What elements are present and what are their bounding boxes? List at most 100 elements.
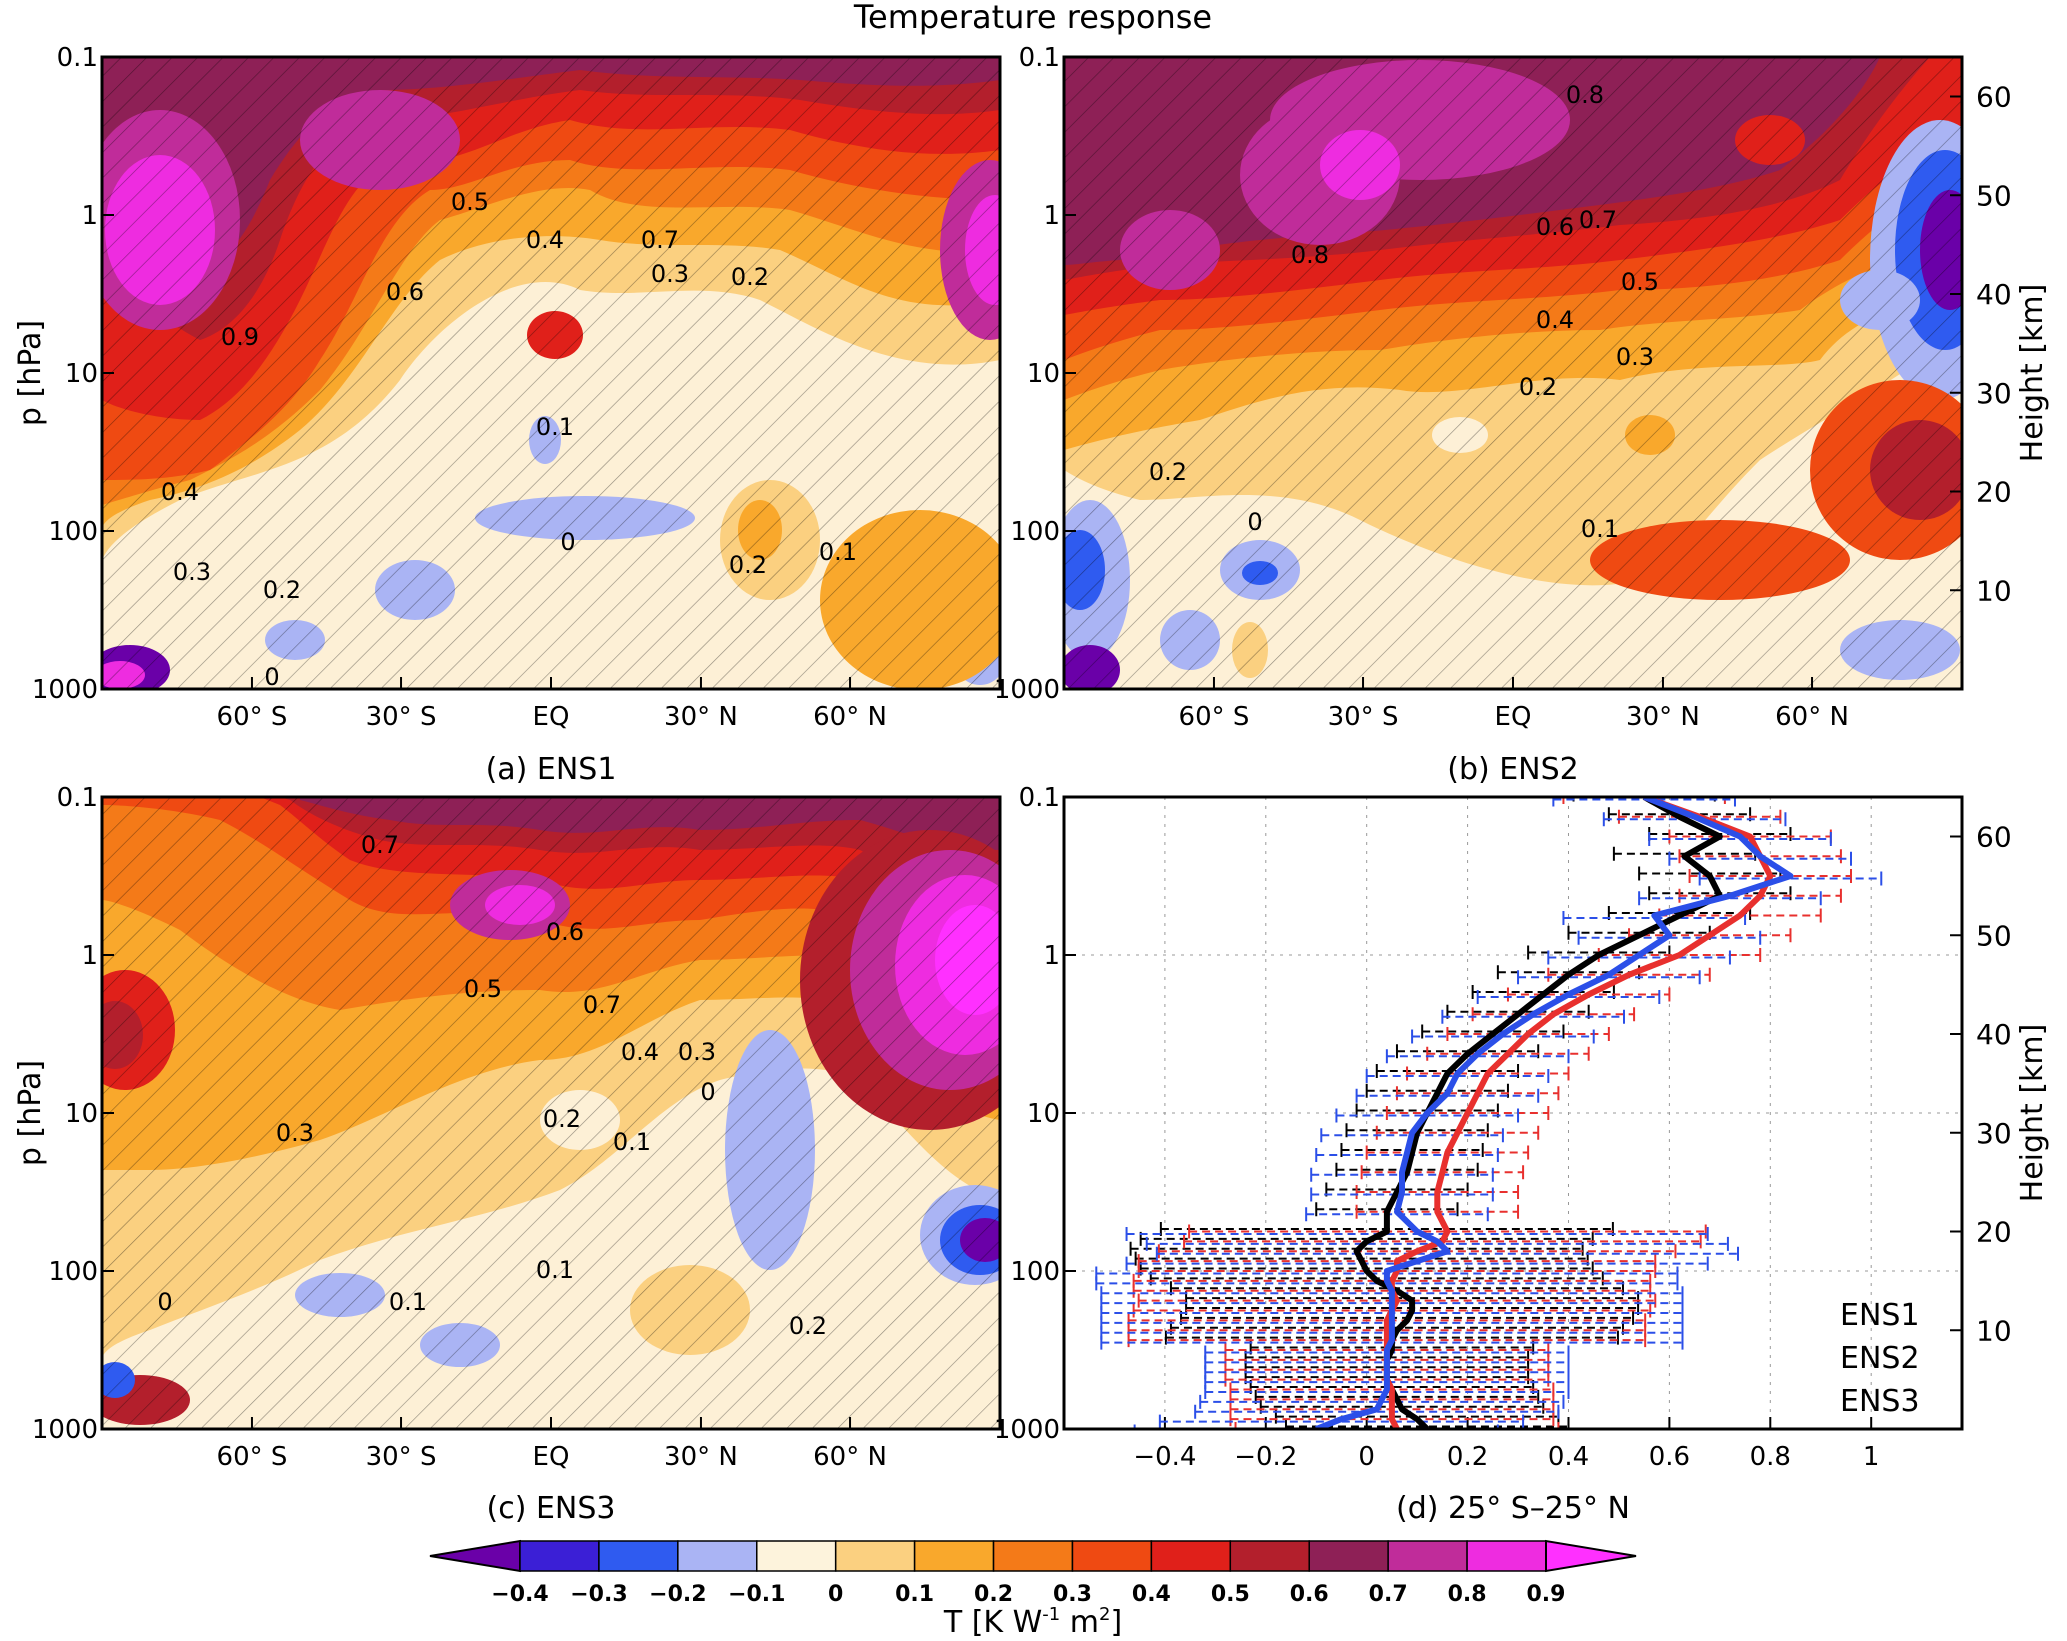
p-tick-label: 1000 [32, 1415, 98, 1445]
height-tick-label: 60 [1976, 81, 2012, 114]
contour-label: 0.1 [536, 413, 574, 441]
contour-label: 0.2 [1519, 373, 1557, 401]
p-tick-label: 1000 [32, 675, 98, 705]
colorbar-tick-label: 0.6 [1290, 1582, 1329, 1607]
colorbar-tick-label: 0.9 [1527, 1582, 1566, 1607]
x-tick-label: 0.8 [1750, 1442, 1791, 1472]
colorbar-label: T [K W-1 m2] [943, 1604, 1122, 1640]
p-tick-label: 10 [65, 359, 98, 389]
contour-label: 0 [1247, 508, 1262, 536]
p-tick-label: 100 [48, 517, 98, 547]
colorbar-segment [1071, 1540, 1153, 1572]
colorbar-segment [992, 1540, 1074, 1572]
contour-label: 0.2 [729, 551, 767, 579]
p-axis-label: p [hPa] [13, 1060, 48, 1166]
colorbar-segment [1150, 1540, 1232, 1572]
lat-tick-label: 60° S [1179, 702, 1250, 732]
contour-label: 0.9 [221, 323, 259, 351]
colorbar-segment [1308, 1540, 1389, 1572]
colorbar-segment [519, 1540, 600, 1572]
colorbar-segment [913, 1540, 995, 1572]
panel-a-caption: (a) ENS1 [486, 752, 617, 787]
contour-label: 0.4 [526, 226, 564, 254]
p-tick-label: 10 [1027, 1099, 1060, 1129]
series-line-ens3 [1315, 797, 1794, 1429]
panel-d-caption: (d) 25° S–25° N [1396, 1491, 1630, 1526]
lat-tick-label: 60° S [217, 1442, 288, 1472]
p-tick-label: 1 [1043, 201, 1060, 231]
p-tick-label: 1 [1043, 941, 1060, 971]
lat-tick-label: 60° N [813, 1442, 887, 1472]
colorbar-segment [1387, 1540, 1468, 1572]
height-tick-label: 30 [1976, 1117, 2012, 1150]
p-tick-label: 0.1 [57, 783, 98, 813]
colorbar-tick-label: −0.3 [570, 1582, 627, 1607]
lat-tick-label: 60° N [813, 702, 887, 732]
lat-tick-label: 60° S [217, 702, 288, 732]
lat-tick-label: EQ [533, 1442, 570, 1472]
colorbar-tick-label: 0.5 [1211, 1582, 1250, 1607]
colorbar-segment [598, 1540, 679, 1572]
contour-label: 0.8 [1291, 241, 1329, 269]
contour-label: 0.4 [1536, 306, 1574, 334]
contour-label: 0.1 [819, 538, 857, 566]
colorbar-tick-label: 0 [828, 1582, 843, 1607]
x-tick-label: −0.4 [1133, 1442, 1196, 1472]
colorbar-tick-label: 0.4 [1132, 1582, 1171, 1607]
contour-label: 0.5 [464, 975, 502, 1003]
x-tick-label: 0 [1358, 1442, 1375, 1472]
colorbar-tick-label: −0.1 [728, 1582, 785, 1607]
colorbar-tick-label: 0.3 [1053, 1582, 1092, 1607]
panel-d-legend: ENS1 ENS2 ENS3 [1840, 1298, 1920, 1419]
legend-ens2: ENS2 [1840, 1341, 1920, 1376]
panel-a-contour-labels: 0.5 0.4 0.7 0.6 0.3 0.2 0.9 0.1 0.4 0.3 0.2 0 0.2 0.1… [161, 188, 857, 691]
contour-label: 0.5 [451, 188, 489, 216]
colorbar-tick-label: 0.1 [895, 1582, 934, 1607]
panel-d-grid: −0.4 −0.2 0 0.2 0.4 0.6 0.8 1 [1064, 797, 1962, 1472]
colorbar-segment [1229, 1540, 1310, 1572]
x-tick-label: 0.6 [1649, 1442, 1690, 1472]
contour-label: 0.4 [161, 478, 199, 506]
p-tick-label: 0.1 [1019, 43, 1060, 73]
p-tick-label: 10 [65, 1099, 98, 1129]
p-tick-label: 1000 [994, 675, 1060, 705]
height-tick-label: 20 [1976, 1216, 2012, 1249]
x-tick-label: 1 [1863, 1442, 1880, 1472]
contour-label: 0.6 [386, 278, 424, 306]
contour-label: 0.2 [1149, 458, 1187, 486]
lat-tick-label: EQ [533, 702, 570, 732]
height-axis-label: Height [km] [2015, 284, 2050, 463]
contour-label: 0.7 [583, 991, 621, 1019]
colorbar-segment [1466, 1540, 1547, 1572]
contour-label: 0.7 [641, 226, 679, 254]
panel-c [102, 797, 1000, 1429]
panel-b-caption: (b) ENS2 [1447, 752, 1579, 787]
height-tick-label: 10 [1976, 1314, 2012, 1347]
colorbar-max-arrow [1545, 1539, 1637, 1573]
lat-tick-label: 30° N [664, 1442, 738, 1472]
height-tick-label: 40 [1976, 278, 2012, 311]
lat-tick-label: 30° N [664, 702, 738, 732]
colorbar-min-arrow [429, 1539, 521, 1573]
contour-label: 0.7 [1579, 206, 1617, 234]
p-tick-label: 100 [1010, 517, 1060, 547]
p-tick-label: 1 [81, 201, 98, 231]
height-tick-label: 50 [1976, 179, 2012, 212]
figure-title: Temperature response [853, 0, 1212, 36]
contour-label: 0.3 [1616, 343, 1654, 371]
panel-b-contour-labels: 0.8 0.8 0.6 0.7 0.5 0.4 0.3 0.2 0.2 0 0.1 [1149, 81, 1659, 543]
contour-label: 0.2 [543, 1105, 581, 1133]
p-tick-label: 0.1 [57, 43, 98, 73]
p-axis-label: p [hPa] [13, 320, 48, 426]
p-tick-label: 10 [1027, 359, 1060, 389]
height-tick-label: 40 [1976, 1018, 2012, 1051]
panel-b [1064, 57, 1962, 689]
colorbar-segment [677, 1540, 758, 1572]
panel-c-contour-labels: 0.70.60.50.70.4 0.300.20.10.30.10.20 0.1 [157, 831, 827, 1340]
height-tick-label: 50 [1976, 919, 2012, 952]
colorbar-tick-label: −0.4 [491, 1582, 548, 1607]
colorbar-tick-label: −0.2 [649, 1582, 706, 1607]
height-tick-label: 10 [1976, 574, 2012, 607]
